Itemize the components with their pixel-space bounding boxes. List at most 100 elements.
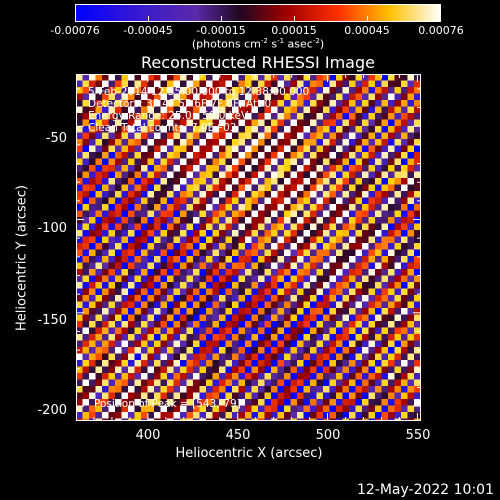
heatmap-cell xyxy=(193,262,200,270)
heatmap-cell xyxy=(180,191,187,198)
heatmap-cell xyxy=(186,379,194,387)
heatmap-cell xyxy=(349,126,356,133)
heatmap-cell xyxy=(303,308,311,315)
heatmap-cell xyxy=(108,275,116,283)
heatmap-cell xyxy=(115,230,122,237)
heatmap-cell xyxy=(362,269,369,276)
heatmap-cell xyxy=(394,191,402,198)
heatmap-cell xyxy=(342,275,350,283)
heatmap-cell xyxy=(362,308,369,315)
heatmap-cell xyxy=(277,360,285,367)
heatmap-cell xyxy=(342,340,350,348)
heatmap-cell xyxy=(342,106,350,114)
heatmap-cell xyxy=(173,217,181,224)
heatmap-cell xyxy=(212,197,220,205)
heatmap-cell xyxy=(76,106,83,114)
heatmap-cell xyxy=(219,418,226,421)
heatmap-cell xyxy=(160,386,168,393)
heatmap-cell xyxy=(141,158,148,166)
heatmap-cell xyxy=(134,204,142,211)
heatmap-cell xyxy=(95,184,103,192)
heatmap-cell xyxy=(232,249,239,257)
heatmap-cell xyxy=(329,340,337,348)
heatmap-cell xyxy=(290,217,298,224)
heatmap-cell xyxy=(238,184,246,192)
heatmap-cell xyxy=(414,321,421,328)
heatmap-cell xyxy=(238,223,246,231)
heatmap-cell xyxy=(115,191,122,198)
heatmap-cell xyxy=(310,334,317,341)
heatmap-cell xyxy=(128,217,135,224)
heatmap-cell xyxy=(381,392,389,400)
heatmap-cell xyxy=(407,399,415,406)
heatmap-cell xyxy=(121,386,129,393)
heatmap-cell xyxy=(225,340,233,348)
heatmap-cell xyxy=(342,113,350,120)
heatmap-cell xyxy=(258,113,265,120)
heatmap-cell xyxy=(394,184,402,192)
heatmap-cell xyxy=(355,223,363,231)
heatmap-cell xyxy=(401,412,408,419)
heatmap-cell xyxy=(167,269,174,276)
heatmap-cell xyxy=(82,321,90,328)
heatmap-cell xyxy=(167,347,174,354)
heatmap-cell xyxy=(141,386,148,393)
heatmap-cell xyxy=(115,301,122,309)
heatmap-cell xyxy=(277,165,285,172)
heatmap-cell xyxy=(89,412,96,419)
heatmap-cell xyxy=(316,93,324,101)
heatmap-cell xyxy=(121,100,129,107)
heatmap-cell xyxy=(277,392,285,400)
heatmap-cell xyxy=(225,139,233,146)
heatmap-cell xyxy=(336,236,343,244)
heatmap-cell xyxy=(388,197,395,205)
heatmap-cell xyxy=(95,80,103,88)
heatmap-cell xyxy=(310,197,317,205)
heatmap-cell xyxy=(95,217,103,224)
heatmap-cell xyxy=(160,262,168,270)
heatmap-cell xyxy=(193,249,200,257)
heatmap-cell xyxy=(134,113,142,120)
heatmap-cell xyxy=(193,87,200,94)
heatmap-cell xyxy=(271,295,278,302)
heatmap-cell xyxy=(115,243,122,250)
heatmap-cell xyxy=(160,223,168,231)
heatmap-cell xyxy=(102,412,109,419)
heatmap-cell xyxy=(362,295,369,302)
heatmap-cell xyxy=(264,204,272,211)
heatmap-cell xyxy=(154,126,161,133)
heatmap-cell xyxy=(108,353,116,361)
heatmap-cell xyxy=(245,171,252,179)
heatmap-cell xyxy=(199,412,207,419)
heatmap-cell xyxy=(225,386,233,393)
heatmap-cell xyxy=(128,262,135,270)
heatmap-cell xyxy=(310,347,317,354)
heatmap-cell xyxy=(251,295,259,302)
heatmap-cell xyxy=(219,327,226,335)
heatmap-cell xyxy=(160,197,168,205)
heatmap-cell xyxy=(271,405,278,413)
heatmap-cell xyxy=(251,230,259,237)
heatmap-cell xyxy=(303,126,311,133)
heatmap-cell xyxy=(225,301,233,309)
heatmap-cell xyxy=(349,399,356,406)
heatmap-cell xyxy=(76,308,83,315)
heatmap-cell xyxy=(284,334,291,341)
heatmap-cell xyxy=(232,379,239,387)
heatmap-cell xyxy=(388,132,395,140)
heatmap-cell xyxy=(173,269,181,276)
heatmap-cell xyxy=(329,412,337,419)
heatmap-cell xyxy=(173,379,181,387)
heatmap-cell xyxy=(323,405,330,413)
heatmap-cell xyxy=(264,386,272,393)
heatmap-cell xyxy=(375,379,382,387)
heatmap-cell xyxy=(95,321,103,328)
heatmap-cell xyxy=(290,80,298,88)
heatmap-cell xyxy=(219,321,226,328)
heatmap-cell xyxy=(271,230,278,237)
heatmap-cell xyxy=(368,256,376,263)
heatmap-cell xyxy=(349,204,356,211)
heatmap-cell xyxy=(128,113,135,120)
heatmap-cell xyxy=(108,373,116,380)
heatmap-cell xyxy=(251,113,259,120)
